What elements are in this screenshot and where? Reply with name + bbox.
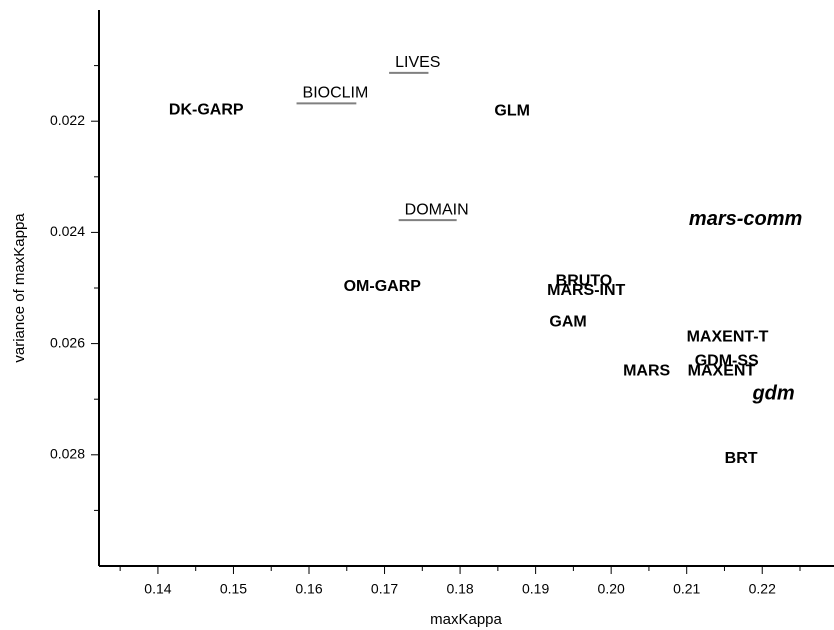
point-label: BRUTO <box>556 273 613 290</box>
x-axis-label: maxKappa <box>430 611 502 628</box>
x-tick-label: 0.17 <box>371 581 398 597</box>
x-tick-label: 0.21 <box>673 581 700 597</box>
point-label: LIVES <box>395 54 440 71</box>
x-tick-label: 0.22 <box>749 581 776 597</box>
y-tick-label: 0.026 <box>50 334 85 350</box>
point-label: MARS-INT <box>547 282 625 299</box>
x-tick-label: 0.15 <box>220 581 247 597</box>
point-label: BRT <box>725 450 758 467</box>
point-label: mars-comm <box>689 208 802 230</box>
x-tick-label: 0.14 <box>144 581 171 597</box>
point-label: MAXENT-T <box>687 329 769 346</box>
x-tick-label: 0.19 <box>522 581 549 597</box>
point-label: DOMAIN <box>405 201 469 218</box>
y-tick-label: 0.028 <box>50 446 85 462</box>
x-tick-label: 0.20 <box>598 581 625 597</box>
point-label: GLM <box>494 102 530 119</box>
point-label: GDM-SS <box>695 353 759 370</box>
point-label: gdm <box>751 382 794 404</box>
point-label: BIOCLIM <box>303 85 369 102</box>
point-label: MAXENT <box>688 363 756 380</box>
point-label: GAM <box>549 314 586 331</box>
point-label: MARS <box>623 363 670 380</box>
y-tick-label: 0.024 <box>50 223 85 239</box>
point-label: DK-GARP <box>169 101 244 118</box>
x-tick-label: 0.18 <box>446 581 473 597</box>
y-tick-label: 0.022 <box>50 112 85 128</box>
x-tick-label: 0.16 <box>295 581 322 597</box>
y-axis-label: variance of maxKappa <box>11 213 28 363</box>
point-label: OM-GARP <box>344 278 422 295</box>
